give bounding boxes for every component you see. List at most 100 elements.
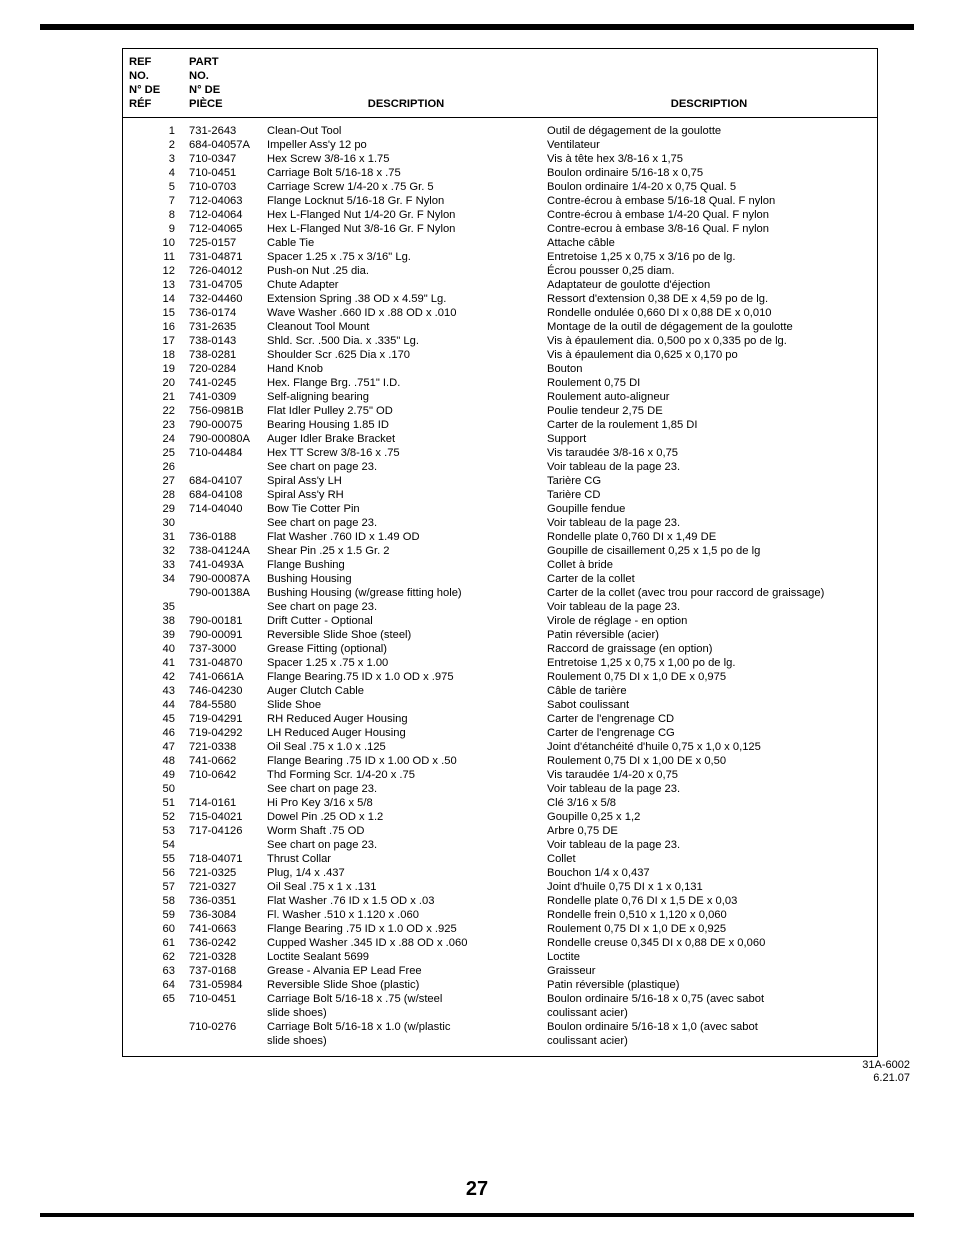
cell-desc-fr: Roulement 0,75 DI <box>545 376 871 390</box>
header-part-line4: PIÈCE <box>189 98 223 110</box>
table-row: 48741-0662Flange Bearing .75 ID x 1.00 O… <box>129 754 871 768</box>
cell-desc-fr: Rondelle plate 0,76 DI x 1,5 DE x 0,03 <box>545 894 871 908</box>
parts-table: REF NO. N° DE RÉF PART NO. N° DE PIÈCE D… <box>122 48 878 1057</box>
header-ref-line4: RÉF <box>129 98 151 110</box>
cell-part: 710-0451 <box>185 992 265 1006</box>
cell-ref: 24 <box>129 432 185 446</box>
cell-part: 736-0351 <box>185 894 265 908</box>
cell-desc-en: Flat Washer .760 ID x 1.49 OD <box>265 530 545 544</box>
header-ref-line1: REF <box>129 56 151 68</box>
cell-ref: 4 <box>129 166 185 180</box>
cell-desc-fr: coulissant acier) <box>545 1034 871 1048</box>
cell-part: 746-04230 <box>185 684 265 698</box>
cell-ref: 47 <box>129 740 185 754</box>
cell-desc-en: Slide Shoe <box>265 698 545 712</box>
cell-part: 736-0242 <box>185 936 265 950</box>
cell-desc-en: Shld. Scr. .500 Dia. x .335" Lg. <box>265 334 545 348</box>
cell-desc-en: Bow Tie Cotter Pin <box>265 502 545 516</box>
cell-part: 719-04292 <box>185 726 265 740</box>
cell-desc-fr: Carter de l'engrenage CD <box>545 712 871 726</box>
cell-part: 790-00075 <box>185 418 265 432</box>
cell-desc-fr: Boulon ordinaire 5/16-18 x 1,0 (avec sab… <box>545 1020 871 1034</box>
table-row: 38790-00181Drift Cutter - OptionalVirole… <box>129 614 871 628</box>
header-part-line2: NO. <box>189 70 209 82</box>
cell-desc-en: slide shoes) <box>265 1006 545 1020</box>
cell-part: 741-0661A <box>185 670 265 684</box>
table-row: 22756-0981BFlat Idler Pulley 2.75" ODPou… <box>129 404 871 418</box>
cell-part: 737-0168 <box>185 964 265 978</box>
table-row: 15736-0174Wave Washer .660 ID x .88 OD x… <box>129 306 871 320</box>
table-row: slide shoes)coulissant acier) <box>129 1006 871 1020</box>
cell-desc-en: Bearing Housing 1.85 ID <box>265 418 545 432</box>
cell-desc-en: Thd Forming Scr. 1/4-20 x .75 <box>265 768 545 782</box>
cell-desc-en: Chute Adapter <box>265 278 545 292</box>
header-part-line3: N° DE <box>189 84 220 96</box>
table-row: 25710-04484Hex TT Screw 3/8-16 x .75Vis … <box>129 446 871 460</box>
cell-desc-en: Hi Pro Key 3/16 x 5/8 <box>265 796 545 810</box>
table-row: 13731-04705Chute AdapterAdaptateur de go… <box>129 278 871 292</box>
cell-desc-en: Carriage Screw 1/4-20 x .75 Gr. 5 <box>265 180 545 194</box>
cell-desc-fr: Rondelle ondulée 0,660 DI x 0,88 DE x 0,… <box>545 306 871 320</box>
cell-ref: 61 <box>129 936 185 950</box>
table-row: 45719-04291RH Reduced Auger HousingCarte… <box>129 712 871 726</box>
cell-ref: 23 <box>129 418 185 432</box>
cell-desc-fr: Rondelle plate 0,760 DI x 1,49 DE <box>545 530 871 544</box>
cell-desc-en: Dowel Pin .25 OD x 1.2 <box>265 810 545 824</box>
cell-desc-en: Worm Shaft .75 OD <box>265 824 545 838</box>
table-row: 8712-04064Hex L-Flanged Nut 1/4-20 Gr. F… <box>129 208 871 222</box>
cell-desc-en: See chart on page 23. <box>265 600 545 614</box>
cell-desc-en: Fl. Washer .510 x 1.120 x .060 <box>265 908 545 922</box>
cell-ref: 12 <box>129 264 185 278</box>
cell-desc-en: Flat Washer .76 ID x 1.5 OD x .03 <box>265 894 545 908</box>
cell-ref: 20 <box>129 376 185 390</box>
cell-desc-en: Auger Clutch Cable <box>265 684 545 698</box>
cell-part: 712-04063 <box>185 194 265 208</box>
table-row: 50See chart on page 23.Voir tableau de l… <box>129 782 871 796</box>
cell-desc-en: Auger Idler Brake Bracket <box>265 432 545 446</box>
table-row: 28684-04108Spiral Ass'y RHTarière CD <box>129 488 871 502</box>
cell-part: 712-04065 <box>185 222 265 236</box>
cell-desc-en: Hand Knob <box>265 362 545 376</box>
cell-desc-fr: Vis à épaulement dia 0,625 x 0,170 po <box>545 348 871 362</box>
table-row: 62721-0328Loctite Sealant 5699Loctite <box>129 950 871 964</box>
table-row: 58736-0351Flat Washer .76 ID x 1.5 OD x … <box>129 894 871 908</box>
cell-ref: 28 <box>129 488 185 502</box>
cell-desc-fr: Câble de tarière <box>545 684 871 698</box>
header-ref-line3: N° DE <box>129 84 160 96</box>
cell-ref: 48 <box>129 754 185 768</box>
cell-desc-fr: Roulement 0,75 DI x 1,0 DE x 0,975 <box>545 670 871 684</box>
table-row: 14732-04460Extension Spring .38 OD x 4.5… <box>129 292 871 306</box>
cell-ref: 38 <box>129 614 185 628</box>
cell-desc-fr: Joint d'étanchéité d'huile 0,75 x 1,0 x … <box>545 740 871 754</box>
cell-part: 741-0245 <box>185 376 265 390</box>
cell-desc-en: Hex L-Flanged Nut 1/4-20 Gr. F Nylon <box>265 208 545 222</box>
cell-ref: 62 <box>129 950 185 964</box>
cell-desc-en: Thrust Collar <box>265 852 545 866</box>
table-row: 20741-0245Hex. Flange Brg. .751" I.D.Rou… <box>129 376 871 390</box>
cell-desc-fr: Contre-ecrou à embase 3/8-16 Qual. F nyl… <box>545 222 871 236</box>
table-row: 63737-0168Grease - Alvania EP Lead FreeG… <box>129 964 871 978</box>
cell-part <box>185 600 265 614</box>
table-row: 61736-0242Cupped Washer .345 ID x .88 OD… <box>129 936 871 950</box>
table-row: 26See chart on page 23.Voir tableau de l… <box>129 460 871 474</box>
cell-desc-en: Cleanout Tool Mount <box>265 320 545 334</box>
cell-desc-fr: Adaptateur de goulotte d'éjection <box>545 278 871 292</box>
cell-part: 741-0493A <box>185 558 265 572</box>
cell-desc-fr: Graisseur <box>545 964 871 978</box>
cell-part: 731-04870 <box>185 656 265 670</box>
cell-desc-fr: Contre-écrou à embase 1/4-20 Qual. F nyl… <box>545 208 871 222</box>
cell-desc-fr: Vis taraudée 3/8-16 x 0,75 <box>545 446 871 460</box>
cell-part: 731-2643 <box>185 124 265 138</box>
cell-desc-fr: Écrou pousser 0,25 diam. <box>545 264 871 278</box>
cell-desc-en: See chart on page 23. <box>265 838 545 852</box>
table-row: 39790-00091Reversible Slide Shoe (steel)… <box>129 628 871 642</box>
cell-ref: 32 <box>129 544 185 558</box>
cell-desc-fr: Carter de l'engrenage CG <box>545 726 871 740</box>
cell-part <box>185 782 265 796</box>
cell-part: 732-04460 <box>185 292 265 306</box>
table-row: 35See chart on page 23.Voir tableau de l… <box>129 600 871 614</box>
cell-desc-fr: Boulon ordinaire 5/16-18 x 0,75 (avec sa… <box>545 992 871 1006</box>
cell-ref: 34 <box>129 572 185 586</box>
cell-part: 721-0328 <box>185 950 265 964</box>
cell-part: 756-0981B <box>185 404 265 418</box>
